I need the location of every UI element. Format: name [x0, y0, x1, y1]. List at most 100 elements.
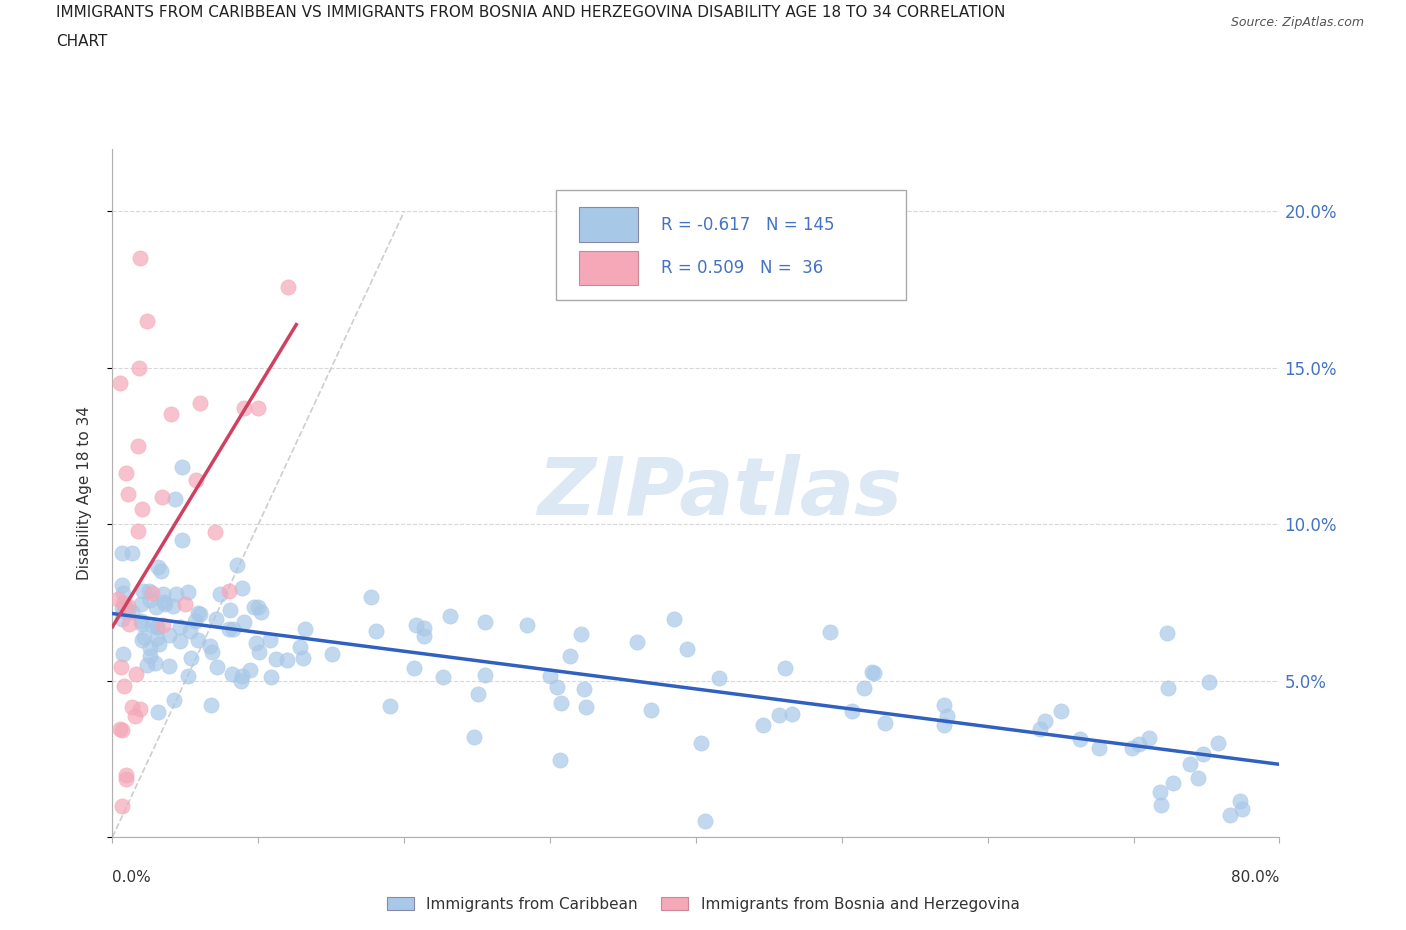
Point	[626, 634, 648, 649]
Point	[112, 585, 135, 600]
Point	[157, 628, 180, 643]
Point	[1191, 747, 1213, 762]
Point	[149, 564, 172, 578]
Point	[117, 603, 139, 618]
Point	[131, 501, 153, 516]
Point	[135, 313, 157, 328]
Point	[176, 584, 198, 599]
Point	[538, 669, 561, 684]
Point	[110, 659, 132, 674]
Point	[121, 604, 143, 619]
Point	[380, 698, 402, 713]
Point	[163, 491, 186, 506]
Point	[162, 599, 184, 614]
Point	[115, 466, 138, 481]
Point	[111, 546, 134, 561]
Point	[432, 670, 454, 684]
Point	[1198, 674, 1220, 689]
Point	[1050, 703, 1073, 718]
Point	[550, 695, 572, 710]
Point	[1150, 798, 1173, 813]
Text: IMMIGRANTS FROM CARIBBEAN VS IMMIGRANTS FROM BOSNIA AND HERZEGOVINA DISABILITY A: IMMIGRANTS FROM CARIBBEAN VS IMMIGRANTS …	[56, 5, 1005, 20]
Text: R = -0.617   N = 145: R = -0.617 N = 145	[661, 216, 834, 233]
Point	[264, 652, 287, 667]
Point	[853, 681, 876, 696]
Point	[1180, 757, 1202, 772]
Point	[174, 597, 197, 612]
Point	[439, 609, 461, 624]
Point	[232, 615, 254, 630]
Point	[141, 618, 163, 632]
Point	[222, 622, 245, 637]
Point	[1230, 802, 1253, 817]
Point	[112, 596, 135, 611]
Point	[405, 618, 427, 632]
Point	[259, 632, 281, 647]
Point	[165, 587, 187, 602]
Point	[232, 400, 254, 415]
Point	[402, 661, 425, 676]
Point	[152, 594, 174, 609]
Point	[139, 641, 162, 656]
Point	[128, 360, 150, 375]
Point	[360, 589, 382, 604]
Point	[693, 814, 716, 829]
Point	[117, 486, 139, 501]
Point	[1128, 737, 1150, 751]
Point	[124, 709, 146, 724]
Bar	[579, 207, 637, 242]
Point	[935, 709, 957, 724]
Point	[768, 707, 790, 722]
Point	[143, 656, 166, 671]
Point	[640, 703, 662, 718]
Point	[188, 396, 211, 411]
Point	[841, 703, 863, 718]
Point	[780, 707, 803, 722]
Point	[131, 584, 153, 599]
Point	[231, 674, 253, 689]
Point	[751, 717, 773, 732]
Point	[247, 400, 270, 415]
Point	[112, 604, 135, 618]
Point	[138, 592, 160, 607]
Point	[200, 638, 222, 653]
Point	[152, 587, 174, 602]
Point	[111, 723, 134, 737]
Y-axis label: Disability Age 18 to 34: Disability Age 18 to 34	[77, 405, 91, 580]
Point	[141, 586, 163, 601]
Point	[179, 624, 201, 639]
Point	[412, 629, 434, 644]
Point	[205, 659, 228, 674]
Point	[134, 630, 156, 644]
Point	[111, 578, 134, 592]
Legend: Immigrants from Caribbean, Immigrants from Bosnia and Herzegovina: Immigrants from Caribbean, Immigrants fr…	[381, 890, 1025, 918]
Point	[1137, 731, 1160, 746]
Point	[150, 489, 173, 504]
Point	[932, 718, 955, 733]
Point	[546, 680, 568, 695]
Point	[146, 631, 169, 645]
Point	[127, 439, 149, 454]
Point	[110, 722, 132, 737]
Text: CHART: CHART	[56, 34, 108, 49]
FancyBboxPatch shape	[555, 190, 905, 300]
Text: ZIPatlas: ZIPatlas	[537, 454, 901, 532]
Point	[145, 599, 167, 614]
Point	[239, 662, 262, 677]
Point	[124, 667, 146, 682]
Point	[571, 626, 593, 641]
Text: 0.0%: 0.0%	[112, 870, 152, 884]
Point	[463, 729, 485, 744]
Point	[516, 618, 538, 632]
Point	[187, 632, 209, 647]
Point	[111, 612, 134, 627]
Point	[208, 587, 231, 602]
Point	[294, 622, 316, 637]
Point	[1156, 626, 1178, 641]
Point	[1069, 732, 1091, 747]
Point	[276, 653, 298, 668]
Point	[662, 612, 685, 627]
Point	[243, 600, 266, 615]
Point	[129, 701, 152, 716]
Point	[153, 596, 176, 611]
